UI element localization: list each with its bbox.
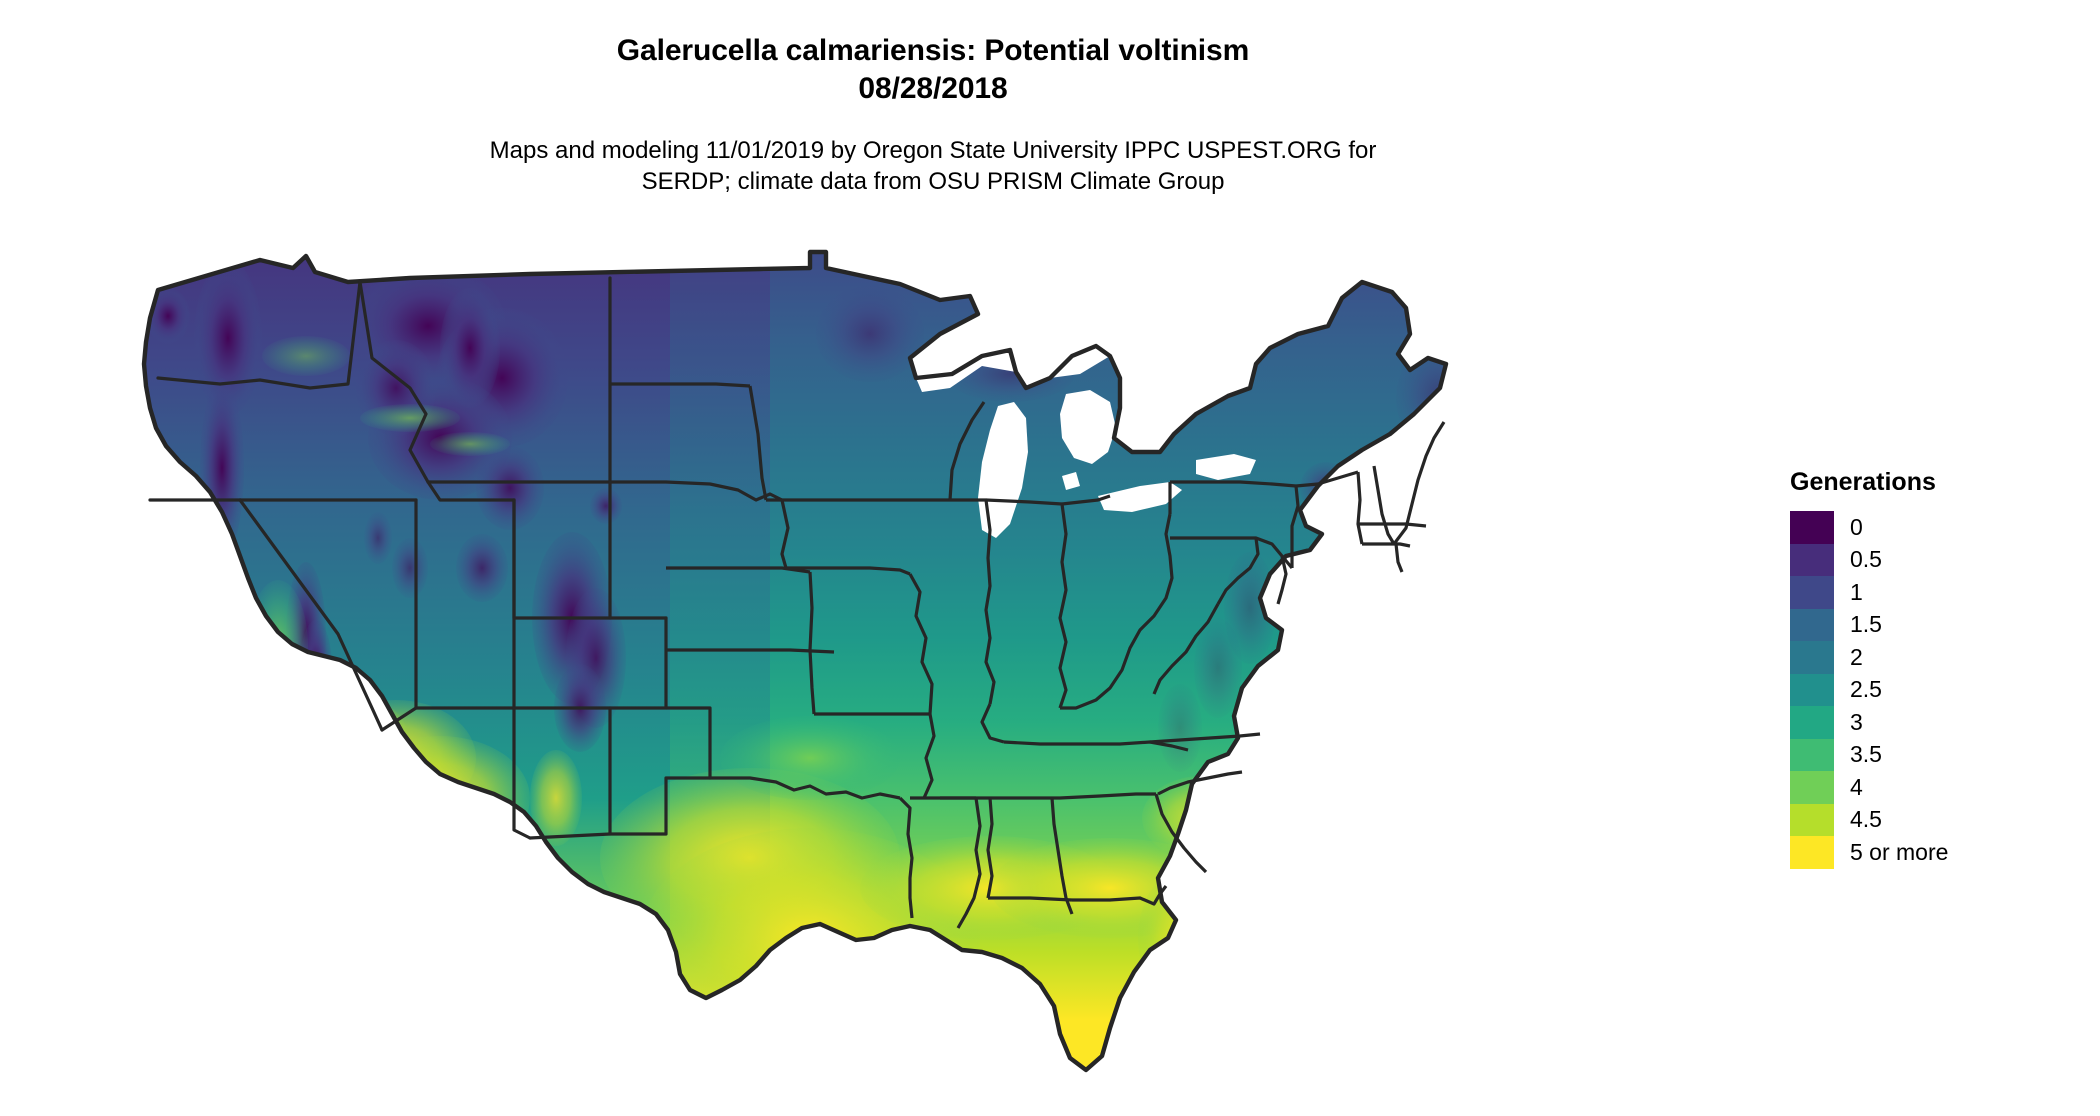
legend-item: 2 [1790, 641, 2080, 674]
legend-color-swatch [1790, 608, 1834, 641]
legend-item: 2.5 [1790, 673, 2080, 706]
legend-label: 1.5 [1850, 611, 1882, 638]
legend-color-swatch [1790, 706, 1834, 739]
map-legend: Generations 0 0.5 1 1.5 2 2.5 3 3.5 4 4.5 5 or mor… [1790, 470, 2080, 869]
legend-color-swatch [1790, 836, 1834, 869]
legend-item: 3 [1790, 706, 2080, 739]
voltinism-choropleth-map [110, 238, 1770, 1088]
legend-label: 2 [1850, 643, 1863, 670]
legend-label: 3.5 [1850, 741, 1882, 768]
legend-color-swatch [1790, 673, 1834, 706]
title-block: Galerucella calmariensis: Potential volt… [0, 0, 1866, 197]
title-line-1: Galerucella calmariensis: Potential volt… [616, 34, 1250, 67]
legend-color-swatch [1790, 576, 1834, 609]
legend-label: 4 [1850, 773, 1863, 800]
legend-label: 2.5 [1850, 676, 1882, 703]
legend-color-swatch [1790, 511, 1834, 544]
legend-label: 3 [1850, 708, 1863, 735]
voltinism-raster [144, 252, 1446, 1070]
legend-label: 4.5 [1850, 806, 1882, 833]
plains-midwest-boundaries [610, 382, 1189, 929]
map-svg [141, 249, 1449, 1073]
legend-rows: 0 0.5 1 1.5 2 2.5 3 3.5 4 4.5 5 or more [1790, 511, 2080, 869]
legend-item: 3.5 [1790, 738, 2080, 771]
legend-color-swatch [1790, 543, 1834, 576]
legend-color-swatch [1790, 803, 1834, 836]
title-line-2: 08/28/2018 [858, 72, 1008, 106]
legend-color-swatch [1790, 771, 1834, 804]
legend-item: 1.5 [1790, 608, 2080, 641]
legend-label: 1 [1850, 578, 1863, 605]
subtitle-line-2: SERDP; climate data from OSU PRISM Clima… [641, 167, 1225, 195]
legend-item: 4 [1790, 771, 2080, 804]
legend-item: 5 or more [1790, 836, 2080, 869]
eastern-boundaries [948, 401, 1446, 874]
legend-label: 5 or more [1850, 838, 1949, 865]
subtitle-line-1: Maps and modeling 11/01/2019 by Oregon S… [489, 136, 1377, 164]
legend-color-swatch [1790, 738, 1834, 771]
legend-label: 0.5 [1850, 546, 1882, 573]
page-subtitle: Maps and modeling 11/01/2019 by Oregon S… [0, 109, 1866, 197]
page-title: Galerucella calmariensis: Potential volt… [0, 0, 1866, 109]
legend-item: 1 [1790, 576, 2080, 609]
legend-item: 0 [1790, 511, 2080, 544]
legend-item: 4.5 [1790, 803, 2080, 836]
legend-item: 0.5 [1790, 543, 2080, 576]
legend-title: Generations [1790, 468, 1936, 496]
legend-color-swatch [1790, 641, 1834, 674]
legend-label: 0 [1850, 513, 1863, 540]
state-boundaries [141, 249, 1449, 1073]
